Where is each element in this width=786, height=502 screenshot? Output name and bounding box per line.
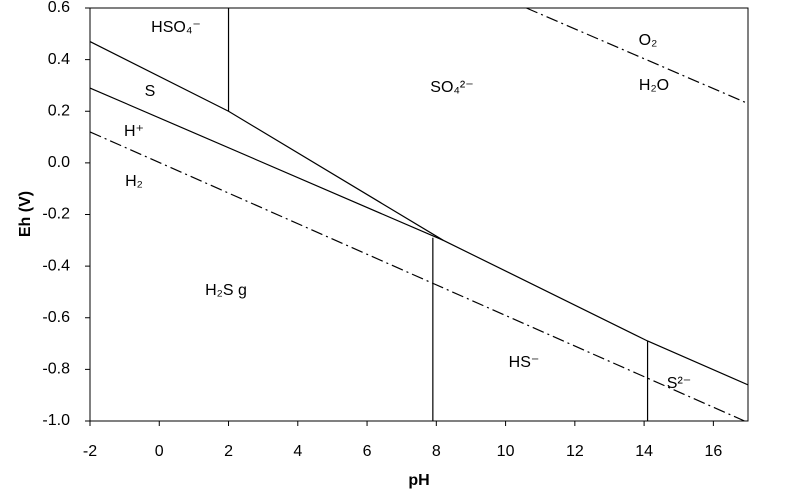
y-tick-label: -0.6 [42, 309, 70, 326]
region-label: O₂ [639, 32, 658, 49]
boundary-line [89, 131, 745, 422]
x-axis-title: pH [408, 472, 429, 489]
region-label: HSO₄⁻ [151, 19, 201, 36]
boundary-line [89, 41, 749, 386]
region-label: S²⁻ [667, 375, 691, 392]
boundary-line [526, 7, 749, 105]
y-tick-label: 0.4 [48, 51, 70, 68]
y-tick-label: -0.4 [42, 257, 70, 274]
region-label: H₂ [125, 173, 143, 190]
x-tick-label: 4 [293, 443, 302, 460]
region-label: H⁺ [124, 123, 144, 140]
x-tick-label: -2 [83, 443, 97, 460]
x-tick-label: 16 [704, 443, 722, 460]
boundary-line [89, 87, 444, 241]
y-tick-label: -1.0 [42, 412, 70, 429]
y-tick-label: -0.8 [42, 361, 70, 378]
x-tick-label: 6 [363, 443, 372, 460]
y-axis-title: Eh (V) [17, 191, 34, 237]
y-tick-label: 0.2 [48, 102, 70, 119]
x-tick-label: 14 [635, 443, 653, 460]
region-label: S [145, 83, 156, 100]
x-tick-label: 12 [566, 443, 584, 460]
y-tick-label: 0.6 [48, 0, 70, 16]
plot-frame [89, 7, 749, 422]
y-tick-label: 0.0 [48, 154, 70, 171]
region-label: HS⁻ [509, 354, 540, 371]
y-tick-label: -0.2 [42, 206, 70, 223]
x-tick-label: 10 [497, 443, 515, 460]
x-tick-label: 2 [224, 443, 233, 460]
region-label: H₂S g [205, 282, 247, 299]
x-tick-label: 8 [432, 443, 441, 460]
region-label: SO₄²⁻ [430, 79, 473, 96]
x-tick-label: 0 [155, 443, 164, 460]
region-label: H₂O [639, 77, 669, 94]
